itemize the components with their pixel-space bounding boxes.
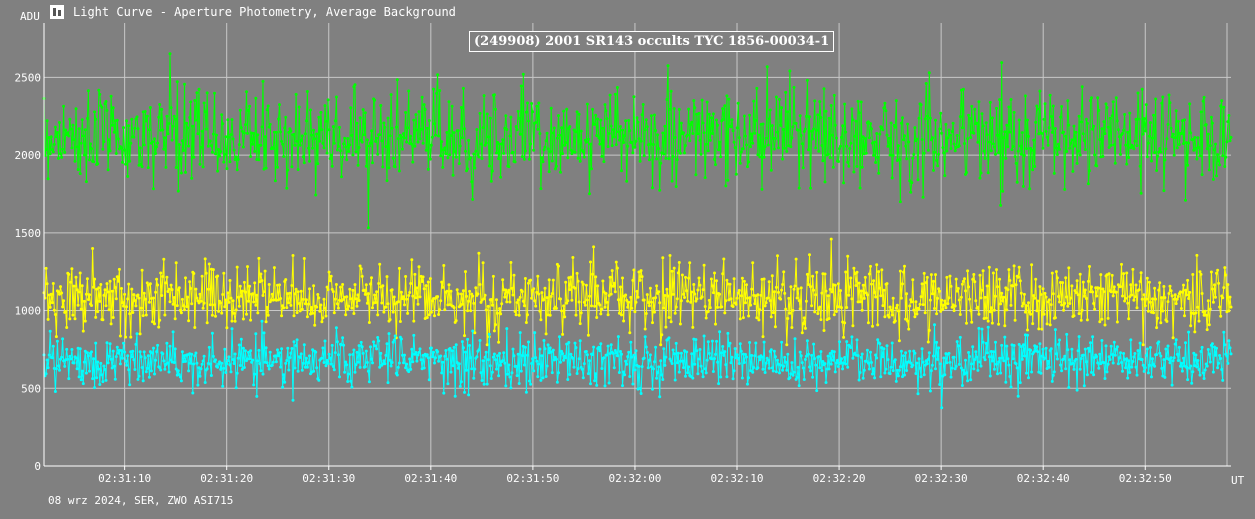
series-0 [42,52,1233,230]
chart-series [42,52,1233,410]
y-tick-label: 500 [21,382,41,395]
series-points [42,319,1233,410]
light-curve-app-icon [50,5,64,19]
x-tick-label: 02:31:50 [506,472,559,485]
window-title: Light Curve - Aperture Photometry, Avera… [73,5,456,19]
y-tick-label: 2500 [15,71,42,84]
series-1 [42,237,1233,347]
y-tick-label: 0 [34,460,41,473]
chart-ticks: 0 500 1000 1500 2000 2500 02:31:10 02:31:20 02:3… [15,71,1172,485]
x-tick-label: 02:31:10 [98,472,151,485]
x-tick-label: 02:32:30 [915,472,968,485]
y-tick-label: 1000 [15,305,42,318]
y-tick-label: 2000 [15,149,42,162]
series-2 [42,319,1233,410]
chart-axes [43,23,1231,467]
chart-title: (249908) 2001 SR143 occults TYC 1856-000… [469,31,835,52]
x-tick-label: 02:32:50 [1119,472,1172,485]
x-tick-label: 02:31:30 [302,472,355,485]
y-tick-label: 1500 [15,227,42,240]
x-tick-label: 02:32:20 [813,472,866,485]
series-points [42,52,1233,230]
x-tick-label: 02:32:10 [711,472,764,485]
x-tick-label: 02:32:00 [608,472,661,485]
x-tick-label: 02:31:40 [404,472,457,485]
x-tick-label: 02:32:40 [1017,472,1070,485]
y-axis-label: ADU [20,10,40,23]
x-axis-label: UT [1231,474,1245,487]
series-line [43,239,1232,345]
series-line [43,53,1232,228]
series-points [42,237,1233,347]
grid-lines [44,23,1231,466]
footer-info: 08 wrz 2024, SER, ZWO ASI715 [48,494,234,507]
window-header: Light Curve - Aperture Photometry, Avera… [50,4,456,20]
x-tick-label: 02:31:20 [200,472,253,485]
